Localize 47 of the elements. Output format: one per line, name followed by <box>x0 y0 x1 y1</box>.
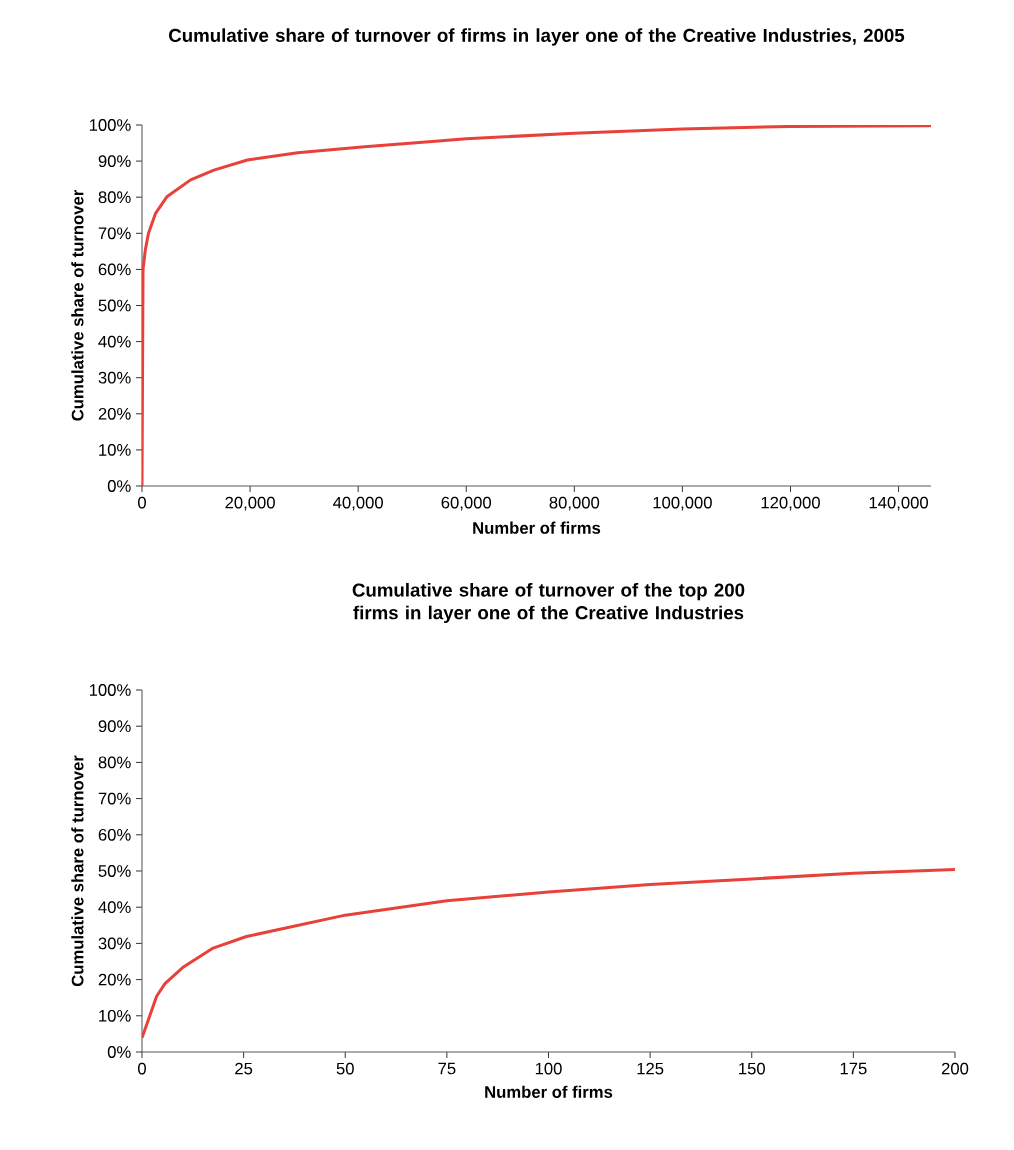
x-tick-label: 150 <box>739 1062 765 1075</box>
y-tick-label: 90% <box>98 720 131 733</box>
y-tick-label: 60% <box>98 263 131 276</box>
y-tick-label: 50% <box>98 299 131 312</box>
y-tick-label: 70% <box>98 227 131 240</box>
x-tick-label: 100 <box>535 1062 562 1075</box>
x-tick-label: 80,000 <box>549 496 600 511</box>
x-tick-label: 200 <box>941 1062 969 1075</box>
x-tick-label: 120,000 <box>761 496 820 511</box>
y-tick-label: 40% <box>98 901 131 914</box>
y-tick-label: 10% <box>99 444 131 456</box>
x-tick-label: 50 <box>336 1062 354 1075</box>
line-series <box>142 868 955 1040</box>
x-tick-label: 40,000 <box>333 496 383 511</box>
y-tick-label: 40% <box>98 335 131 348</box>
y-tick-label: 80% <box>98 756 131 769</box>
chart-title: Cumulative share of turnover of firms in layer one of the Creative Industries, 2005 <box>169 28 905 46</box>
y-tick-label: 70% <box>98 792 131 805</box>
y-tick-label: 50% <box>98 865 131 877</box>
x-tick-label: 125 <box>637 1062 664 1075</box>
y-axis-title: Cumulative share of turnover <box>71 755 84 987</box>
y-tick-label: 10% <box>99 1009 131 1022</box>
x-tick-label: 75 <box>438 1062 456 1075</box>
y-axis-title: Cumulative share of turnover <box>71 190 84 421</box>
chart-title: Cumulative share of turnover of the top 200 firms in layer one of the Creative Industries <box>352 582 745 624</box>
x-axis-title: Number of firms <box>485 1085 613 1098</box>
x-tick-label: 60,000 <box>441 496 492 511</box>
y-tick-label: 100% <box>89 684 131 696</box>
x-tick-label: 140,000 <box>869 496 929 511</box>
y-tick-label: 20% <box>98 407 131 420</box>
x-tick-label: 25 <box>235 1062 253 1075</box>
x-tick-label: 175 <box>840 1062 867 1075</box>
x-tick-label: 0 <box>138 496 146 509</box>
y-tick-label: 0% <box>107 480 131 492</box>
y-tick-label: 20% <box>98 973 131 986</box>
x-axis-title: Number of firms <box>473 521 601 534</box>
y-tick-label: 30% <box>98 371 131 384</box>
y-tick-label: 100% <box>89 119 131 131</box>
x-tick-label: 100,000 <box>653 496 712 511</box>
y-tick-label: 90% <box>98 155 131 167</box>
y-tick-label: 60% <box>98 828 131 841</box>
x-tick-label: 20,000 <box>225 496 275 511</box>
y-tick-label: 0% <box>107 1046 131 1058</box>
y-tick-label: 80% <box>98 191 131 204</box>
x-tick-label: 0 <box>138 1062 146 1075</box>
y-tick-label: 30% <box>98 937 131 950</box>
line-series <box>142 125 931 486</box>
